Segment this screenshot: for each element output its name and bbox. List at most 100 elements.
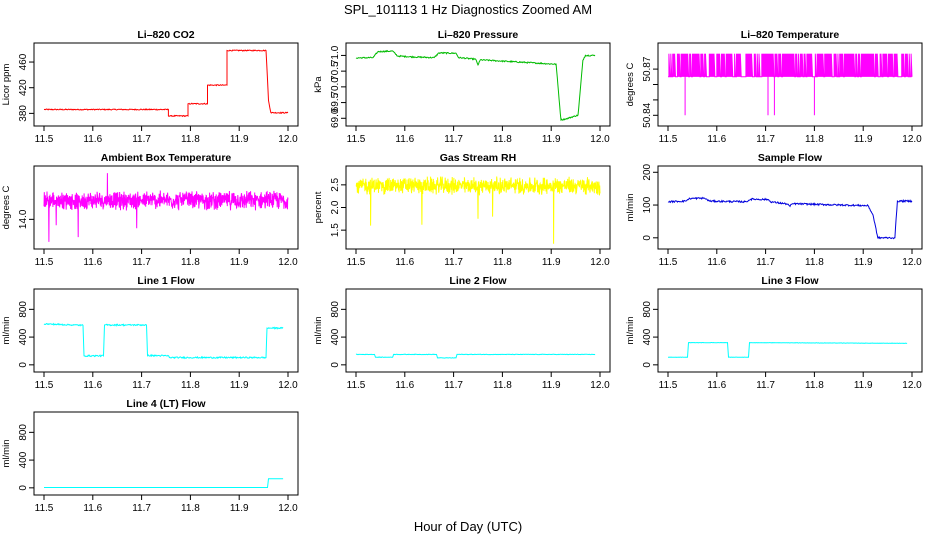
- x-tick-label: 11.8: [181, 134, 200, 145]
- y-tick-label: 0: [18, 362, 29, 368]
- x-tick-label: 11.6: [83, 257, 102, 268]
- y-axis-label: ml/min: [625, 194, 636, 222]
- x-tick-label: 11.5: [35, 134, 54, 145]
- series-line: [43, 322, 284, 360]
- y-tick-label: 800: [18, 301, 29, 318]
- x-tick-label: 12.0: [590, 257, 610, 268]
- y-tick-label: 69.5: [330, 92, 341, 112]
- y-axis-label: Licor ppm: [1, 64, 12, 106]
- series-line: [43, 173, 289, 242]
- y-tick-label: 70.5: [330, 61, 341, 81]
- x-tick-label: 11.9: [854, 134, 873, 145]
- x-tick-label: 11.5: [35, 503, 54, 514]
- x-tick-label: 11.9: [542, 134, 561, 145]
- panel-5: Sample Flow 11.5 11.6 11.7 11.8 11.9 12.0 0 100 2…: [625, 152, 923, 268]
- x-tick-label: 11.8: [805, 257, 824, 268]
- y-tick-label: 0: [18, 485, 29, 491]
- panel-title: Li–820 CO2: [137, 29, 194, 41]
- y-tick-label: 400: [330, 328, 341, 345]
- x-tick-label: 11.8: [493, 380, 512, 391]
- x-tick-label: 11.5: [347, 380, 366, 391]
- x-tick-label: 11.5: [659, 257, 678, 268]
- x-tick-label: 11.7: [444, 380, 463, 391]
- plot-frame: [345, 42, 611, 127]
- panel-title: Line 3 Flow: [761, 275, 819, 287]
- x-tick-label: 11.5: [347, 257, 366, 268]
- x-tick-label: 11.5: [659, 134, 678, 145]
- panel-title: Line 2 Flow: [449, 275, 507, 287]
- y-tick-label: 50.84: [642, 102, 653, 127]
- y-tick-label: 70.0: [330, 77, 341, 97]
- panel-7: Line 2 Flow 11.5 11.6 11.7 11.8 11.9 12.0 0 400 8…: [313, 275, 611, 391]
- y-tick-label: 50.87: [642, 56, 653, 81]
- x-tick-label: 11.9: [542, 380, 561, 391]
- x-tick-label: 11.9: [230, 503, 249, 514]
- y-axis-label: ml/min: [1, 317, 12, 345]
- x-tick-label: 11.6: [83, 380, 102, 391]
- panel-8: Line 3 Flow 11.5 11.6 11.7 11.8 11.9 12.0 0 400 8…: [625, 275, 923, 391]
- series-line: [355, 176, 601, 244]
- x-tick-label: 12.0: [278, 380, 298, 391]
- x-tick-label: 12.0: [902, 134, 922, 145]
- y-axis-label: kPa: [313, 76, 324, 93]
- x-tick-label: 11.8: [181, 380, 200, 391]
- y-tick-label: 2.0: [330, 200, 341, 214]
- y-tick-label: 800: [330, 301, 341, 318]
- x-tick-label: 11.6: [707, 257, 726, 268]
- y-tick-label: 460: [18, 53, 29, 70]
- y-tick-label: 0: [642, 362, 653, 368]
- panel-title: Li–820 Temperature: [741, 29, 840, 41]
- y-tick-label: 420: [18, 79, 29, 96]
- y-tick-label: 400: [642, 328, 653, 345]
- x-tick-label: 11.8: [493, 134, 512, 145]
- x-tick-label: 11.7: [132, 503, 151, 514]
- x-tick-label: 11.9: [542, 257, 561, 268]
- x-tick-label: 11.6: [395, 257, 414, 268]
- panels: Li–820 CO2 11.5 11.6 11.7 11.8 11.9 12.0 380 420…: [1, 29, 923, 514]
- y-tick-label: 0: [642, 235, 653, 241]
- y-tick-label: 14.0: [18, 209, 29, 229]
- x-tick-label: 11.7: [132, 134, 151, 145]
- x-tick-label: 11.6: [395, 380, 414, 391]
- y-tick-label: 800: [18, 424, 29, 441]
- panel-title: Line 4 (LT) Flow: [126, 398, 206, 410]
- y-tick-label: 380: [18, 105, 29, 122]
- series-line: [668, 53, 913, 116]
- x-tick-label: 12.0: [902, 380, 922, 391]
- x-tick-label: 11.8: [181, 257, 200, 268]
- y-axis-label: percent: [313, 191, 324, 223]
- x-tick-label: 11.9: [854, 380, 873, 391]
- x-tick-label: 11.6: [83, 134, 102, 145]
- y-tick-label: 69.0: [330, 108, 341, 128]
- x-tick-label: 12.0: [278, 503, 298, 514]
- panel-6: Line 1 Flow 11.5 11.6 11.7 11.8 11.9 12.0 0 400 8…: [1, 275, 299, 391]
- x-tick-label: 11.7: [132, 257, 151, 268]
- series-line: [667, 196, 913, 240]
- plot-frame: [33, 288, 299, 373]
- panel-1: Li–820 Pressure 11.5 11.6 11.7 11.8 11.9 12.0 6…: [313, 29, 611, 145]
- x-tick-label: 11.5: [35, 380, 54, 391]
- x-tick-label: 12.0: [278, 134, 298, 145]
- y-tick-label: 100: [642, 196, 653, 213]
- x-tick-label: 12.0: [278, 257, 298, 268]
- x-tick-label: 11.8: [805, 380, 824, 391]
- y-tick-label: 71.0: [330, 45, 341, 65]
- x-tick-label: 11.9: [230, 134, 249, 145]
- plot-frame: [657, 165, 923, 250]
- x-tick-label: 11.5: [35, 257, 54, 268]
- x-tick-label: 11.7: [132, 380, 151, 391]
- x-tick-label: 11.7: [756, 134, 775, 145]
- x-tick-label: 11.6: [83, 503, 102, 514]
- y-axis-label: ml/min: [625, 317, 636, 345]
- series-line: [355, 353, 596, 359]
- y-axis-label: ml/min: [313, 317, 324, 345]
- x-tick-label: 11.9: [230, 257, 249, 268]
- x-tick-label: 11.5: [659, 380, 678, 391]
- x-tick-label: 12.0: [902, 257, 922, 268]
- panel-0: Li–820 CO2 11.5 11.6 11.7 11.8 11.9 12.0 380 420…: [1, 29, 299, 145]
- x-tick-label: 11.7: [756, 380, 775, 391]
- x-tick-label: 11.9: [230, 380, 249, 391]
- x-tick-label: 12.0: [590, 380, 610, 391]
- series-line: [355, 49, 596, 122]
